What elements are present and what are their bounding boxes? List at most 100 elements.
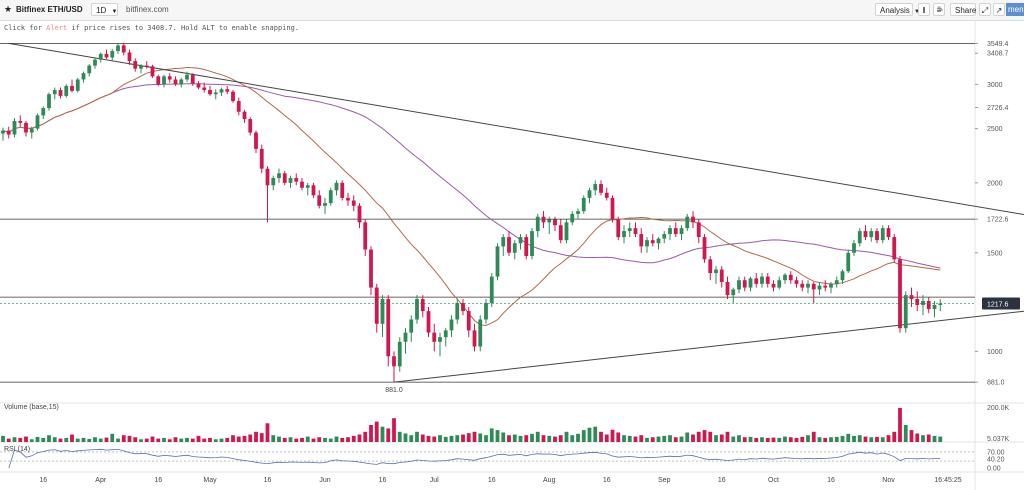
volume-bar — [357, 434, 362, 442]
candle-body — [231, 91, 235, 102]
candle-body — [305, 185, 310, 188]
candle-body — [530, 231, 534, 257]
volume-bar — [512, 434, 517, 442]
last-price-label: 1217.6 — [987, 301, 1009, 308]
volume-bar — [87, 438, 92, 442]
candle-body — [127, 52, 132, 62]
volume-bar — [834, 436, 839, 442]
candle-body — [921, 301, 925, 306]
candle-body — [898, 259, 902, 329]
volume-bar — [432, 436, 437, 442]
candle-body — [472, 330, 477, 347]
volume-bar — [846, 433, 851, 442]
candle-body — [484, 303, 488, 320]
candle-body — [673, 228, 678, 235]
candle-body — [507, 237, 511, 253]
volume-bar — [645, 437, 649, 442]
settings-icon[interactable]: ≡ — [933, 3, 945, 16]
volume-bar — [507, 435, 511, 442]
candle-body — [794, 280, 799, 284]
candle-body — [938, 303, 943, 306]
volume-bar — [932, 435, 937, 442]
volume-bar — [173, 437, 178, 442]
volume-bar — [777, 437, 782, 442]
price-axis-label: 2500 — [987, 126, 1003, 133]
share-button[interactable]: Share — [950, 3, 976, 16]
candle-body — [98, 53, 103, 60]
top-toolbar: ★ Bitfinex ETH/USD 1D ▼ bitfinex.com Ana… — [0, 0, 1024, 21]
candle-body — [656, 238, 661, 244]
candle-body — [495, 246, 500, 277]
volume-bar — [334, 436, 339, 442]
volume-bar — [926, 434, 931, 442]
volume-bar — [41, 437, 46, 442]
alert-link[interactable]: Alert — [46, 24, 68, 32]
volume-bar — [47, 435, 51, 442]
symbol-name[interactable]: Bitfinex ETH/USD — [16, 5, 83, 14]
volume-bar — [213, 439, 218, 442]
volume-bar — [610, 429, 615, 442]
volume-bar — [938, 436, 943, 442]
volume-bar — [156, 438, 161, 442]
volume-bar — [869, 437, 874, 442]
star-icon[interactable]: ★ — [4, 4, 13, 14]
volume-bar — [219, 438, 224, 442]
volume-bar — [650, 437, 655, 442]
candle-body — [81, 73, 86, 80]
candle-body — [219, 89, 224, 93]
volume-bar — [403, 433, 408, 442]
candle-body — [70, 85, 74, 91]
volume-bar — [24, 436, 28, 442]
price-axis-label: 3408.7 — [987, 51, 1009, 58]
candle-body — [932, 305, 937, 310]
candle-body — [133, 61, 138, 69]
candle-body — [202, 87, 207, 91]
volume-bar — [817, 437, 822, 442]
candle-body — [288, 178, 293, 183]
volume-axis-label: 200.0K — [987, 405, 1010, 412]
volume-bar — [535, 431, 540, 442]
volume-bar — [627, 435, 632, 442]
draw-icon[interactable]: ✎ — [937, 5, 944, 14]
price-chart[interactable]: 881.0 3549.4 3408.7 3000 2726.4 2500 2000 1722.… — [0, 20, 1024, 490]
candle-body — [351, 200, 356, 206]
volume-bar — [374, 421, 379, 442]
volume-bar — [472, 431, 477, 442]
candle-body — [167, 76, 172, 80]
volume-bar — [81, 437, 86, 442]
volume-bar — [564, 431, 569, 442]
candle-body — [547, 219, 552, 223]
candle-body — [121, 45, 126, 53]
volume-bar — [300, 437, 304, 442]
volume-bar — [903, 425, 908, 442]
interval-selector[interactable]: 1D ▼ — [91, 3, 118, 16]
rsi-line — [8, 448, 941, 469]
x-axis-label: May — [203, 477, 217, 484]
candle-body — [702, 237, 707, 260]
candle-body — [604, 192, 609, 198]
menu-button[interactable]: menu — [1006, 3, 1024, 16]
price-axis-label: 2000 — [987, 180, 1003, 187]
candle-body — [357, 205, 362, 223]
candle-body — [696, 222, 701, 238]
candle-body — [633, 228, 638, 235]
x-axis-label: Nov — [882, 477, 895, 484]
volume-bar — [110, 433, 115, 442]
volume-bar — [811, 431, 816, 442]
volume-bar — [236, 436, 241, 442]
candle-body — [846, 252, 851, 272]
analysis-button[interactable]: Analysis ▼ — [875, 3, 920, 16]
volume-bar — [616, 432, 621, 442]
fullscreen-icon[interactable]: ⤢ — [979, 3, 991, 16]
popout-icon[interactable]: ↗ — [993, 3, 1005, 16]
indicators-icon[interactable]: ‖ — [918, 3, 930, 16]
candle-body — [903, 295, 908, 329]
candle-body — [58, 90, 63, 96]
volume-bar — [18, 437, 23, 442]
volume-bar — [880, 437, 885, 442]
volume-bar — [162, 437, 166, 442]
candle-body — [622, 231, 626, 238]
volume-bar — [179, 438, 184, 442]
volume-bar — [748, 436, 753, 442]
candle-body — [374, 287, 379, 324]
